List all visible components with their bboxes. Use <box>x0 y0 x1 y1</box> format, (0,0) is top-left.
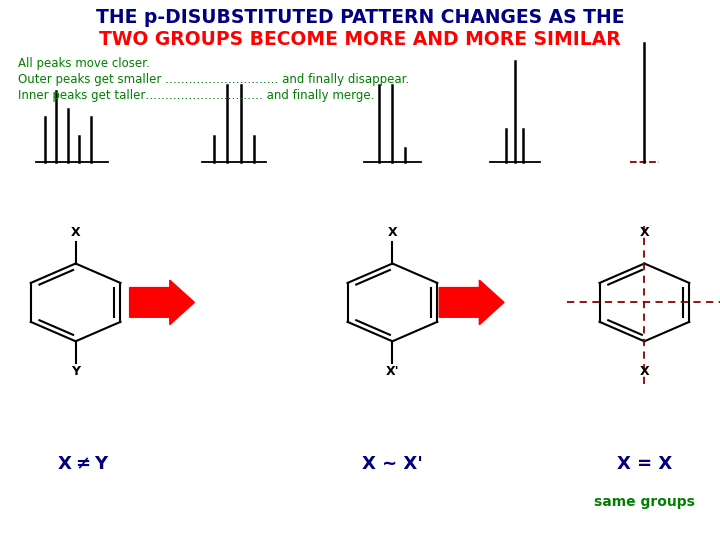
FancyArrow shape <box>130 280 194 325</box>
Text: same groups: same groups <box>594 495 695 509</box>
Text: Inner peaks get taller………………………… and finally merge.: Inner peaks get taller………………………… and fin… <box>18 89 374 102</box>
Text: X = X: X = X <box>617 455 672 474</box>
Text: X': X' <box>386 366 399 379</box>
Text: TWO GROUPS BECOME MORE AND MORE SIMILAR: TWO GROUPS BECOME MORE AND MORE SIMILAR <box>99 30 621 49</box>
Text: All peaks move closer.: All peaks move closer. <box>18 57 150 70</box>
Text: ≠: ≠ <box>75 455 91 474</box>
Text: X: X <box>71 226 81 239</box>
Text: Y: Y <box>94 455 107 474</box>
FancyArrow shape <box>439 280 504 325</box>
Text: Y: Y <box>71 366 80 379</box>
Text: X: X <box>639 366 649 379</box>
Text: Outer peaks get smaller ……………………..… and finally disappear.: Outer peaks get smaller ……………………..… and … <box>18 73 409 86</box>
Text: X: X <box>58 455 72 474</box>
Text: X ~ X': X ~ X' <box>362 455 423 474</box>
Text: THE p-DISUBSTITUTED PATTERN CHANGES AS THE: THE p-DISUBSTITUTED PATTERN CHANGES AS T… <box>96 8 624 27</box>
Text: X: X <box>387 226 397 239</box>
Text: X: X <box>639 226 649 239</box>
